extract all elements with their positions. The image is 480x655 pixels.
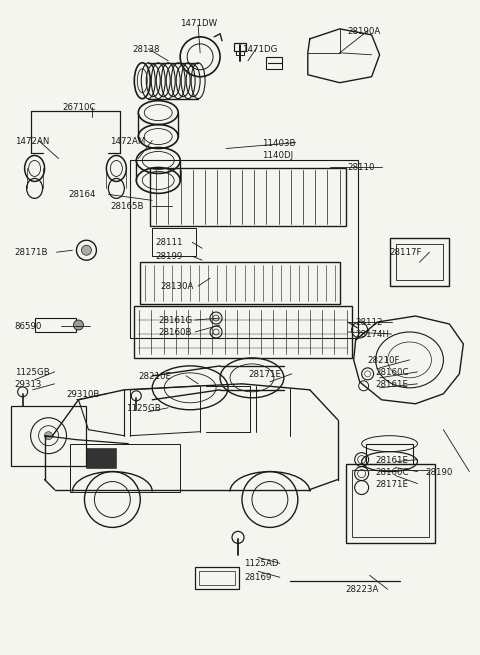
Text: 28160C: 28160C xyxy=(376,368,409,377)
Circle shape xyxy=(45,432,52,440)
Text: 28164: 28164 xyxy=(69,191,96,199)
Text: 29313: 29313 xyxy=(15,380,42,389)
Text: 1472AN: 1472AN xyxy=(15,136,49,145)
Bar xyxy=(195,567,239,590)
Bar xyxy=(86,447,116,468)
Text: 28165B: 28165B xyxy=(110,202,144,212)
Text: 1140DJ: 1140DJ xyxy=(262,151,293,160)
Circle shape xyxy=(82,245,91,255)
Bar xyxy=(140,262,340,304)
Text: 11403B: 11403B xyxy=(262,139,295,147)
Text: 29310B: 29310B xyxy=(67,390,100,399)
Text: 1471DG: 1471DG xyxy=(242,45,277,54)
Text: 28111: 28111 xyxy=(155,238,183,247)
Bar xyxy=(130,160,358,338)
Text: 28174H: 28174H xyxy=(356,330,390,339)
Text: 1472AM: 1472AM xyxy=(110,136,146,145)
Bar xyxy=(396,244,444,280)
Text: 1125GB: 1125GB xyxy=(126,403,161,413)
Circle shape xyxy=(73,320,84,330)
Bar xyxy=(366,443,413,464)
Text: 28199: 28199 xyxy=(155,252,182,261)
Text: 28161E: 28161E xyxy=(376,380,408,389)
Text: 28169: 28169 xyxy=(244,573,271,582)
Bar xyxy=(346,464,435,544)
Text: 28138: 28138 xyxy=(132,45,160,54)
Text: 28210E: 28210E xyxy=(138,372,171,381)
Text: 28161G: 28161G xyxy=(158,316,192,325)
Text: 28117F: 28117F xyxy=(390,248,422,257)
Bar xyxy=(390,238,449,286)
Bar xyxy=(71,443,180,491)
Text: 1125GB: 1125GB xyxy=(15,368,49,377)
Text: 28210F: 28210F xyxy=(368,356,400,365)
Text: 28112: 28112 xyxy=(356,318,383,327)
Text: 28160B: 28160B xyxy=(158,328,192,337)
Text: 28190A: 28190A xyxy=(348,27,381,36)
Bar xyxy=(352,470,430,537)
Bar xyxy=(236,51,244,55)
Text: 86590: 86590 xyxy=(15,322,42,331)
Text: 28223A: 28223A xyxy=(346,586,379,594)
Text: 1471DW: 1471DW xyxy=(180,19,216,28)
Text: 26710C: 26710C xyxy=(62,103,96,111)
Bar xyxy=(35,318,76,332)
Text: 28161E: 28161E xyxy=(376,456,408,464)
Text: 28160C: 28160C xyxy=(376,468,409,477)
Bar xyxy=(152,229,196,256)
Text: 28171E: 28171E xyxy=(248,370,281,379)
Bar xyxy=(11,406,86,466)
Text: 28171E: 28171E xyxy=(376,479,408,489)
Bar xyxy=(266,57,282,69)
Text: 1125AD: 1125AD xyxy=(244,559,278,569)
Text: 28130A: 28130A xyxy=(160,282,193,291)
Bar xyxy=(150,168,346,226)
Bar xyxy=(134,306,352,358)
Text: 28190: 28190 xyxy=(425,468,453,477)
Text: 28110: 28110 xyxy=(348,164,375,172)
Text: 28171B: 28171B xyxy=(15,248,48,257)
Bar xyxy=(234,43,246,51)
Bar xyxy=(199,571,235,586)
